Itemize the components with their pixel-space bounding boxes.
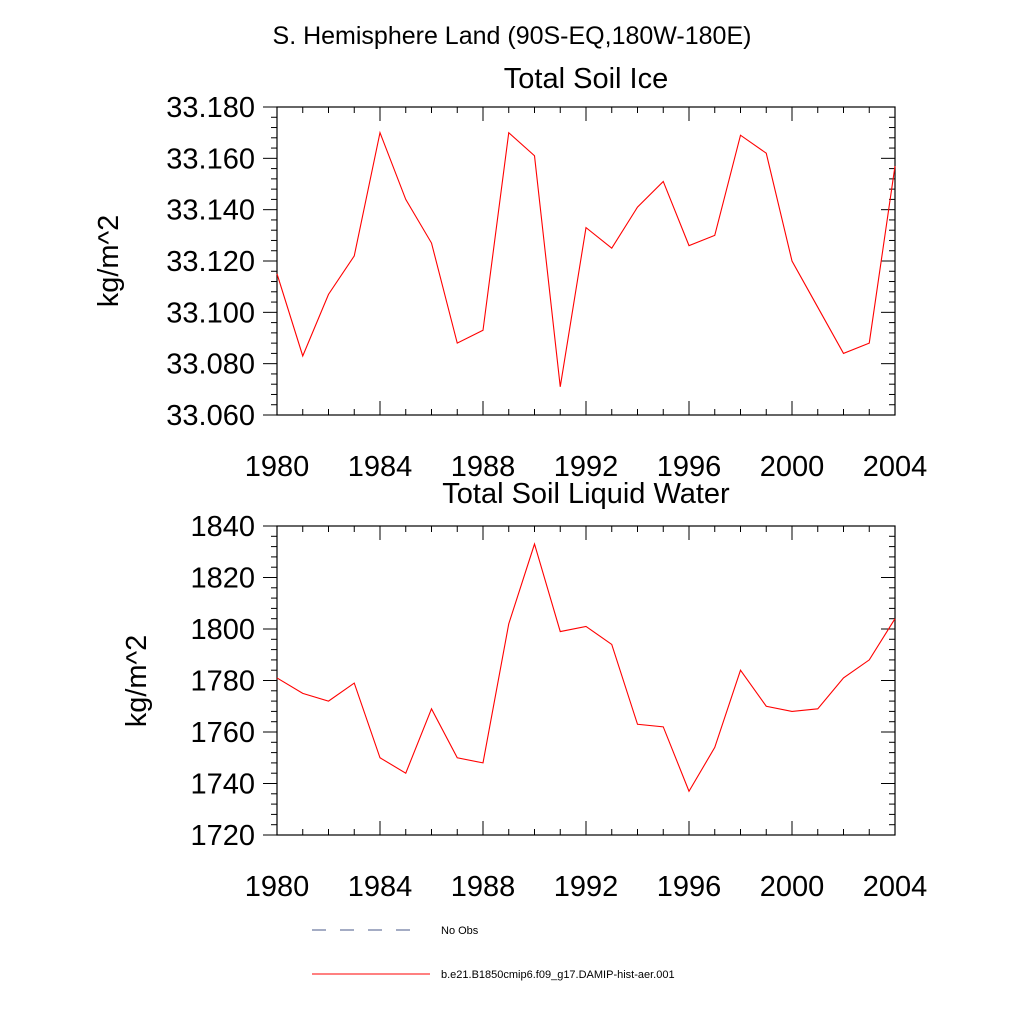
x-tick-label: 2004 xyxy=(863,871,928,903)
x-tick-label: 1988 xyxy=(451,871,516,903)
y-tick-label: 33.120 xyxy=(166,246,255,278)
chart-soil-ice: Total Soil Ice kg/m^2 1980 1984 1988 1992 19… xyxy=(93,63,927,483)
y-tick-label: 1740 xyxy=(190,769,255,801)
y-tick-label: 1760 xyxy=(190,717,255,749)
x-tick-label: 1996 xyxy=(657,871,722,903)
chart-title: Total Soil Liquid Water xyxy=(442,478,730,510)
series-group xyxy=(276,542,896,793)
y-tick-label: 33.180 xyxy=(166,92,255,124)
series-line xyxy=(276,542,896,793)
x-tick-label: 1992 xyxy=(554,451,619,483)
y-tick-label: 1820 xyxy=(190,563,255,595)
plot-frame xyxy=(276,525,896,836)
x-tick-label: 1996 xyxy=(657,451,722,483)
plot-frame xyxy=(276,106,896,416)
y-tick-label: 33.100 xyxy=(166,297,255,329)
y-tick-label: 33.160 xyxy=(166,143,255,175)
y-tick-label: 33.060 xyxy=(166,400,255,432)
tick-labels: 1980 1984 1988 1992 1996 2000 2004 33.060 33.080… xyxy=(166,92,927,483)
legend-label-no-obs: No Obs xyxy=(441,925,479,937)
y-tick-label: 33.080 xyxy=(166,349,255,381)
y-tick-label: 1840 xyxy=(190,511,255,543)
chart-title: Total Soil Ice xyxy=(504,63,668,95)
y-axis-label: kg/m^2 xyxy=(121,635,153,728)
legend-label-model: b.e21.B1850cmip6.f09_g17.DAMIP-hist-aer.… xyxy=(441,969,675,981)
tick-labels: 1980 1984 1988 1992 1996 2000 2004 1720 1740 1760… xyxy=(190,511,927,903)
axis-ticks xyxy=(263,106,896,416)
x-tick-label: 1988 xyxy=(451,451,516,483)
chart-soil-liquid-water: Total Soil Liquid Water kg/m^2 1980 1984 1… xyxy=(121,478,927,903)
y-tick-label: 33.140 xyxy=(166,195,255,227)
x-tick-label: 1984 xyxy=(348,871,413,903)
x-tick-label: 2000 xyxy=(760,451,825,483)
y-tick-label: 1780 xyxy=(190,666,255,698)
legend: No Obs b.e21.B1850cmip6.f09_g17.DAMIP-hi… xyxy=(312,925,675,981)
x-tick-label: 1984 xyxy=(348,451,413,483)
x-tick-label: 1980 xyxy=(245,451,310,483)
x-tick-label: 1992 xyxy=(554,871,619,903)
y-tick-label: 1720 xyxy=(190,820,255,852)
x-tick-label: 2000 xyxy=(760,871,825,903)
x-tick-label: 1980 xyxy=(245,871,310,903)
series-group xyxy=(276,130,896,387)
x-tick-label: 2004 xyxy=(863,451,928,483)
y-axis-label: kg/m^2 xyxy=(93,215,125,308)
y-tick-label: 1800 xyxy=(190,614,255,646)
page-title: S. Hemisphere Land (90S-EQ,180W-180E) xyxy=(273,22,752,50)
series-line xyxy=(276,130,896,387)
axis-ticks xyxy=(263,525,896,836)
